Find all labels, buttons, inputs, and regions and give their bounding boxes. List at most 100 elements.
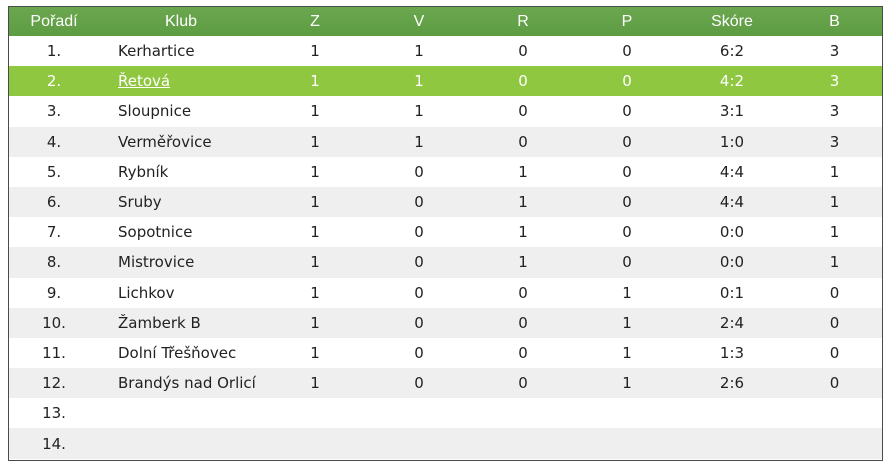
- table-row: 8. Mistrovice 1 0 1 0 0:0 1: [9, 247, 882, 278]
- standings-table-container: Pořadí Klub Z V R P Skóre B 1. Kerhartice…: [8, 6, 883, 461]
- row-draws: 1: [471, 156, 575, 187]
- table-row: 4. Verměřovice 1 1 0 0 1:0 3: [9, 126, 882, 157]
- header-played: Z: [263, 7, 367, 36]
- row-position: 8.: [9, 247, 99, 278]
- row-losses: 0: [575, 217, 679, 248]
- row-club: Kerhartice: [99, 36, 263, 67]
- row-points: 3: [785, 66, 882, 97]
- table-row: 9. Lichkov 1 0 0 1 0:1 0: [9, 277, 882, 308]
- row-club: Verměřovice: [99, 126, 263, 157]
- row-position: 3.: [9, 96, 99, 127]
- row-position: 13.: [9, 398, 99, 429]
- row-score: 4:4: [679, 156, 785, 187]
- row-score: 1:3: [679, 337, 785, 369]
- row-wins: 0: [367, 156, 471, 187]
- row-played: 1: [263, 307, 367, 338]
- row-wins: 0: [367, 247, 471, 278]
- table-row: 2. Řetová 1 1 0 0 4:2 3: [9, 66, 882, 97]
- table-row: 6. Sruby 1 0 1 0 4:4 1: [9, 186, 882, 218]
- row-position: 4.: [9, 126, 99, 157]
- row-score: 2:6: [679, 368, 785, 399]
- row-wins: 0: [367, 337, 471, 369]
- row-position: 11.: [9, 337, 99, 369]
- row-losses: 0: [575, 126, 679, 157]
- row-club: Mistrovice: [99, 247, 263, 278]
- table-header-row: Pořadí Klub Z V R P Skóre B: [9, 7, 882, 36]
- row-losses: 0: [575, 247, 679, 278]
- row-points: 3: [785, 126, 882, 157]
- row-wins: [367, 398, 471, 429]
- row-club: Řetová: [99, 66, 263, 97]
- row-losses: 0: [575, 186, 679, 218]
- row-score: [679, 398, 785, 429]
- row-points: 3: [785, 36, 882, 67]
- row-played: 1: [263, 277, 367, 308]
- row-position: 12.: [9, 368, 99, 399]
- row-score: 4:4: [679, 186, 785, 218]
- row-losses: 0: [575, 36, 679, 67]
- table-row: 14.: [9, 428, 882, 459]
- row-position: 10.: [9, 307, 99, 338]
- row-played: 1: [263, 96, 367, 127]
- row-losses: 0: [575, 156, 679, 187]
- row-points: 0: [785, 337, 882, 369]
- row-played: 1: [263, 66, 367, 97]
- row-points: 3: [785, 96, 882, 127]
- row-club: Sopotnice: [99, 217, 263, 248]
- table-row: 12. Brandýs nad Orlicí 1 0 0 1 2:6 0: [9, 368, 882, 399]
- row-draws: 0: [471, 66, 575, 97]
- row-score: 1:0: [679, 126, 785, 157]
- row-club: Brandýs nad Orlicí: [99, 368, 263, 399]
- row-position: 5.: [9, 156, 99, 187]
- row-points: 1: [785, 156, 882, 187]
- row-draws: 0: [471, 96, 575, 127]
- row-draws: 1: [471, 217, 575, 248]
- row-wins: 1: [367, 96, 471, 127]
- row-draws: 0: [471, 126, 575, 157]
- row-wins: 0: [367, 307, 471, 338]
- row-score: 0:0: [679, 217, 785, 248]
- standings-table: Pořadí Klub Z V R P Skóre B 1. Kerhartice…: [9, 7, 882, 459]
- row-score: 6:2: [679, 36, 785, 67]
- row-wins: 0: [367, 217, 471, 248]
- club-link[interactable]: Řetová: [118, 72, 171, 91]
- row-played: 1: [263, 368, 367, 399]
- header-score: Skóre: [679, 7, 785, 36]
- row-played: 1: [263, 217, 367, 248]
- row-club: Dolní Třešňovec: [99, 337, 263, 369]
- table-row: 11. Dolní Třešňovec 1 0 0 1 1:3 0: [9, 337, 882, 369]
- row-losses: 1: [575, 277, 679, 308]
- table-row: 3. Sloupnice 1 1 0 0 3:1 3: [9, 96, 882, 127]
- row-club: Lichkov: [99, 277, 263, 308]
- row-points: 1: [785, 186, 882, 218]
- row-losses: 1: [575, 368, 679, 399]
- header-club: Klub: [99, 7, 263, 36]
- row-draws: 0: [471, 337, 575, 369]
- header-draws: R: [471, 7, 575, 36]
- table-row: 1. Kerhartice 1 1 0 0 6:2 3: [9, 36, 882, 67]
- row-losses: [575, 428, 679, 459]
- row-points: 0: [785, 277, 882, 308]
- row-wins: 0: [367, 368, 471, 399]
- row-club: Žamberk B: [99, 307, 263, 338]
- row-losses: 1: [575, 337, 679, 369]
- row-points: 1: [785, 247, 882, 278]
- table-row: 13.: [9, 398, 882, 429]
- row-played: [263, 428, 367, 459]
- row-score: 3:1: [679, 96, 785, 127]
- row-score: 0:1: [679, 277, 785, 308]
- row-draws: 0: [471, 307, 575, 338]
- row-losses: [575, 398, 679, 429]
- row-wins: 0: [367, 277, 471, 308]
- row-points: 0: [785, 307, 882, 338]
- row-draws: [471, 428, 575, 459]
- row-draws: 1: [471, 247, 575, 278]
- row-losses: 0: [575, 66, 679, 97]
- row-losses: 1: [575, 307, 679, 338]
- header-position: Pořadí: [9, 7, 99, 36]
- row-score: [679, 428, 785, 459]
- row-played: 1: [263, 337, 367, 369]
- row-played: 1: [263, 186, 367, 218]
- header-losses: P: [575, 7, 679, 36]
- row-score: 2:4: [679, 307, 785, 338]
